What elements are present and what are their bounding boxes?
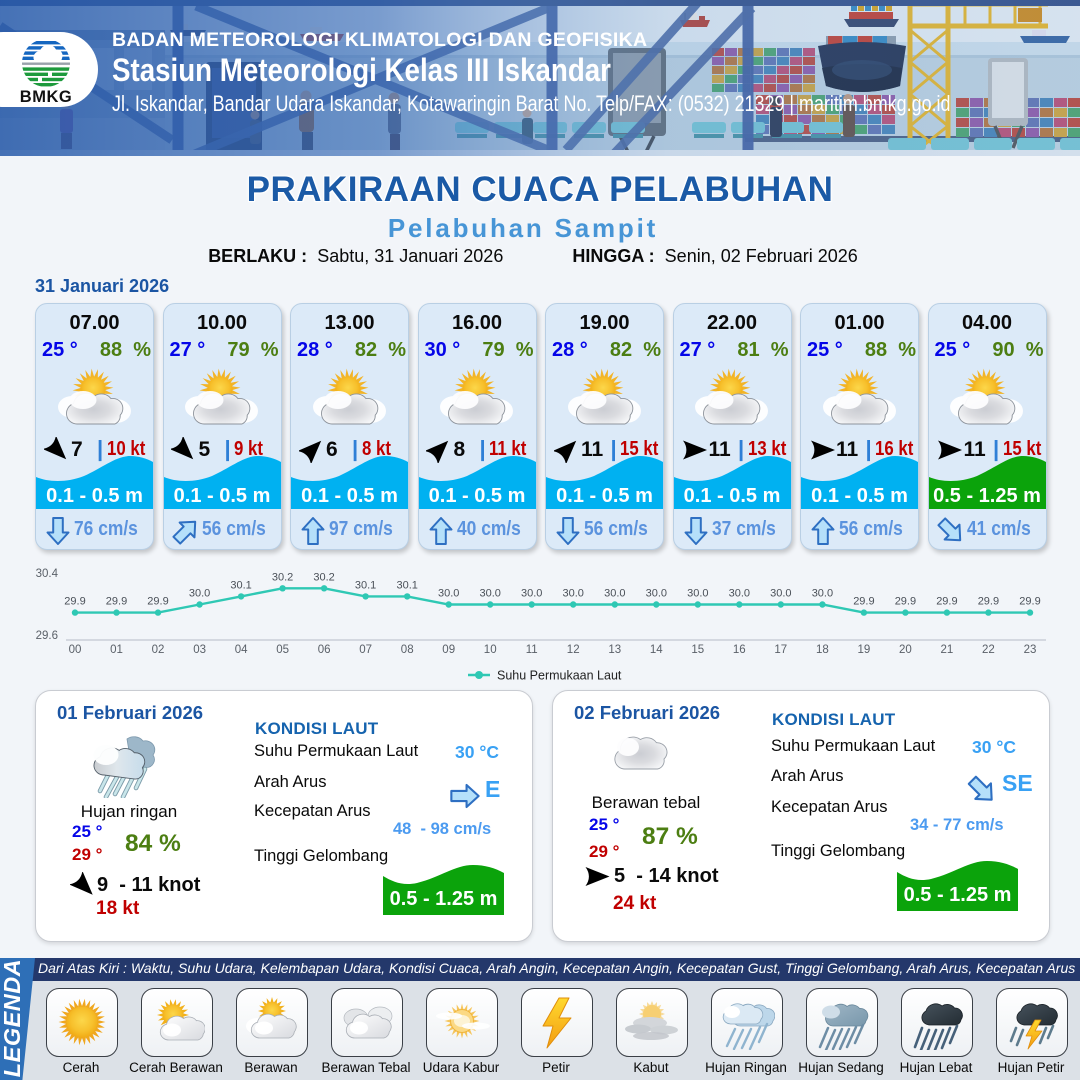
svg-text:22: 22 bbox=[982, 644, 995, 656]
svg-text:29.9: 29.9 bbox=[936, 596, 957, 608]
svg-text:17: 17 bbox=[774, 644, 787, 656]
svg-text:12: 12 bbox=[567, 644, 580, 656]
svg-text:14: 14 bbox=[650, 644, 663, 656]
svg-text:30.1: 30.1 bbox=[355, 579, 376, 591]
svg-text:30.0: 30.0 bbox=[646, 588, 667, 600]
svg-text:19: 19 bbox=[858, 644, 871, 656]
svg-text:30.1: 30.1 bbox=[230, 579, 251, 591]
svg-text:00: 00 bbox=[69, 644, 82, 656]
svg-text:07: 07 bbox=[359, 644, 372, 656]
svg-text:30.0: 30.0 bbox=[521, 588, 542, 600]
svg-text:BMKG: BMKG bbox=[20, 88, 72, 106]
svg-text:16: 16 bbox=[733, 644, 746, 656]
svg-text:04: 04 bbox=[235, 644, 248, 656]
svg-text:21: 21 bbox=[941, 644, 954, 656]
svg-text:30.4: 30.4 bbox=[36, 568, 59, 580]
svg-text:29.9: 29.9 bbox=[64, 596, 85, 608]
svg-text:29.9: 29.9 bbox=[978, 596, 999, 608]
svg-text:30.0: 30.0 bbox=[479, 588, 500, 600]
svg-text:23: 23 bbox=[1024, 644, 1037, 656]
svg-text:30.0: 30.0 bbox=[189, 588, 210, 600]
svg-text:01: 01 bbox=[110, 644, 123, 656]
svg-text:10: 10 bbox=[484, 644, 497, 656]
svg-text:13: 13 bbox=[608, 644, 621, 656]
svg-text:30.0: 30.0 bbox=[604, 588, 625, 600]
svg-text:20: 20 bbox=[899, 644, 912, 656]
svg-text:30.0: 30.0 bbox=[438, 588, 459, 600]
svg-text:09: 09 bbox=[442, 644, 455, 656]
svg-text:30.0: 30.0 bbox=[770, 588, 791, 600]
svg-text:Suhu Permukaan Laut: Suhu Permukaan Laut bbox=[497, 669, 622, 683]
svg-text:29.6: 29.6 bbox=[36, 630, 58, 642]
svg-text:30.0: 30.0 bbox=[687, 588, 708, 600]
svg-text:29.9: 29.9 bbox=[147, 596, 168, 608]
svg-text:29.9: 29.9 bbox=[106, 596, 127, 608]
svg-text:29.9: 29.9 bbox=[1019, 596, 1040, 608]
svg-text:08: 08 bbox=[401, 644, 414, 656]
svg-text:05: 05 bbox=[276, 644, 289, 656]
svg-text:03: 03 bbox=[193, 644, 206, 656]
svg-text:30.0: 30.0 bbox=[729, 588, 750, 600]
svg-text:11: 11 bbox=[526, 644, 538, 656]
svg-text:30.1: 30.1 bbox=[396, 579, 417, 591]
svg-text:29.9: 29.9 bbox=[853, 596, 874, 608]
svg-text:30.0: 30.0 bbox=[812, 588, 833, 600]
svg-text:30.0: 30.0 bbox=[562, 588, 583, 600]
svg-text:15: 15 bbox=[691, 644, 704, 656]
svg-text:18: 18 bbox=[816, 644, 829, 656]
svg-text:30.2: 30.2 bbox=[272, 571, 293, 583]
svg-text:02: 02 bbox=[152, 644, 165, 656]
svg-text:06: 06 bbox=[318, 644, 331, 656]
svg-text:30.2: 30.2 bbox=[313, 571, 334, 583]
svg-text:29.9: 29.9 bbox=[895, 596, 916, 608]
